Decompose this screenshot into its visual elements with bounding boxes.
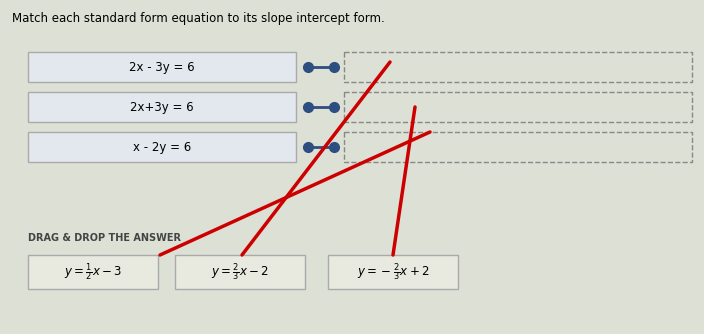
Text: $y = -\frac{2}{3}x + 2$: $y = -\frac{2}{3}x + 2$ — [357, 261, 429, 283]
Bar — [28, 52, 296, 82]
Text: DRAG & DROP THE ANSWER: DRAG & DROP THE ANSWER — [28, 233, 181, 243]
Bar — [175, 255, 305, 289]
Bar — [344, 132, 692, 162]
Text: $y = \frac{2}{3}x - 2$: $y = \frac{2}{3}x - 2$ — [211, 261, 269, 283]
Bar — [28, 92, 296, 122]
Text: x - 2y = 6: x - 2y = 6 — [133, 141, 191, 154]
Text: Match each standard form equation to its slope intercept form.: Match each standard form equation to its… — [12, 12, 385, 25]
Bar — [328, 255, 458, 289]
Bar — [28, 132, 296, 162]
Text: $y = \frac{1}{2}x - 3$: $y = \frac{1}{2}x - 3$ — [64, 261, 122, 283]
Bar — [28, 255, 158, 289]
Text: 2x - 3y = 6: 2x - 3y = 6 — [130, 60, 195, 73]
Bar — [344, 52, 692, 82]
Bar — [344, 92, 692, 122]
Text: 2x+3y = 6: 2x+3y = 6 — [130, 101, 194, 114]
